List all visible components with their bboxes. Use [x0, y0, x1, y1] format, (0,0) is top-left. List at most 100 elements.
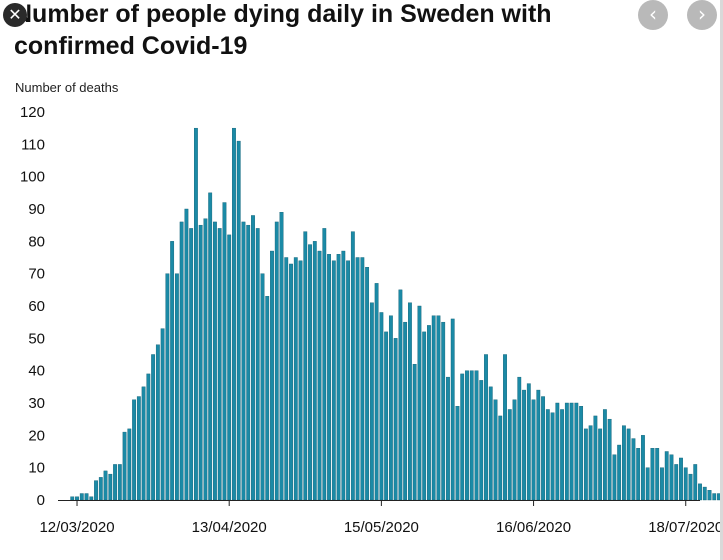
bar	[446, 376, 450, 501]
y-tick-label: 100	[20, 169, 45, 186]
y-tick-label: 70	[28, 266, 45, 283]
x-tick-label: 16/06/2020	[496, 519, 571, 536]
bar	[660, 467, 664, 501]
bar	[622, 425, 626, 501]
chart-title-line-2: confirmed Covid-19	[14, 32, 248, 60]
bar	[113, 464, 117, 501]
bar	[460, 373, 465, 501]
bar	[94, 480, 98, 501]
bar	[455, 406, 460, 501]
bar	[712, 493, 717, 501]
bar	[122, 431, 127, 501]
bar	[702, 486, 707, 501]
y-tick-label: 80	[28, 233, 45, 250]
bar	[184, 208, 189, 501]
bar	[583, 428, 588, 501]
bar	[374, 283, 379, 501]
y-tick-label: 20	[28, 427, 45, 444]
bar	[165, 273, 170, 501]
y-tick-label: 60	[28, 298, 45, 315]
bar	[265, 296, 270, 501]
bar	[213, 221, 217, 501]
bar	[522, 389, 526, 501]
bar	[431, 315, 436, 501]
bar	[531, 399, 536, 501]
bar	[132, 399, 137, 501]
close-button[interactable]: ✕	[3, 3, 27, 27]
bar	[336, 254, 341, 501]
bar	[441, 321, 446, 501]
bar	[398, 289, 403, 501]
bar	[241, 221, 246, 501]
bar	[393, 338, 398, 501]
x-tick-label: 13/04/2020	[192, 519, 267, 536]
bar	[312, 241, 317, 501]
y-tick-label: 50	[28, 330, 45, 347]
bar	[417, 305, 422, 501]
bar	[246, 224, 251, 501]
y-tick-label: 30	[28, 395, 45, 412]
bar	[450, 318, 455, 501]
bar	[136, 396, 141, 501]
bar	[317, 250, 322, 501]
bar	[503, 354, 507, 501]
bar	[536, 389, 541, 501]
bar	[674, 464, 679, 501]
previous-button[interactable]: ‹	[638, 0, 668, 30]
bar	[631, 438, 636, 501]
y-axis-title: Number of deaths	[15, 80, 119, 95]
bar	[284, 257, 289, 501]
bar	[141, 386, 146, 501]
bar	[469, 370, 474, 501]
chevron-right-icon: ›	[698, 2, 706, 26]
bar	[602, 409, 607, 501]
y-axis-ticks: 0 10 20 30 40 50 60 70 80 90 100 110 120	[20, 104, 45, 509]
bar	[70, 496, 75, 501]
bar	[274, 221, 279, 501]
x-tick-label: 12/03/2020	[39, 519, 114, 536]
next-button[interactable]: ›	[687, 0, 717, 30]
bar	[412, 364, 417, 501]
x-axis: 12/03/2020 13/04/2020 15/05/2020 16/06/2020…	[39, 500, 723, 536]
bar	[75, 496, 79, 501]
bar	[593, 415, 598, 501]
scrollbar-edge	[720, 0, 723, 560]
bar	[327, 254, 331, 501]
bar	[174, 273, 179, 501]
bar	[89, 496, 94, 501]
bar	[346, 260, 351, 501]
bar	[117, 464, 122, 501]
bar	[189, 228, 194, 501]
bar	[650, 448, 655, 501]
bar	[564, 402, 569, 501]
chevron-left-icon: ‹	[649, 2, 657, 26]
bar	[331, 260, 336, 501]
bar	[232, 127, 236, 501]
bar	[160, 328, 165, 501]
bar	[170, 241, 175, 501]
bar	[479, 380, 484, 501]
bar	[403, 321, 408, 501]
bar	[388, 315, 393, 501]
bar	[645, 467, 650, 501]
bar	[360, 257, 365, 501]
bar	[693, 464, 698, 501]
chart-title: Number of people dying daily in Sweden w…	[14, 0, 634, 62]
bar	[279, 212, 284, 501]
y-tick-label: 40	[28, 363, 45, 380]
bar	[664, 451, 669, 501]
bar	[179, 221, 184, 501]
bar	[612, 454, 617, 501]
bar	[683, 467, 688, 501]
bar	[579, 406, 584, 501]
y-tick-label: 10	[28, 460, 45, 477]
bar	[541, 396, 545, 501]
bar	[341, 250, 346, 501]
bar	[422, 331, 427, 501]
bar	[260, 273, 265, 501]
bar	[108, 473, 113, 501]
bar	[155, 344, 160, 501]
bar	[517, 376, 522, 501]
bar	[236, 140, 241, 501]
bar	[598, 428, 603, 501]
